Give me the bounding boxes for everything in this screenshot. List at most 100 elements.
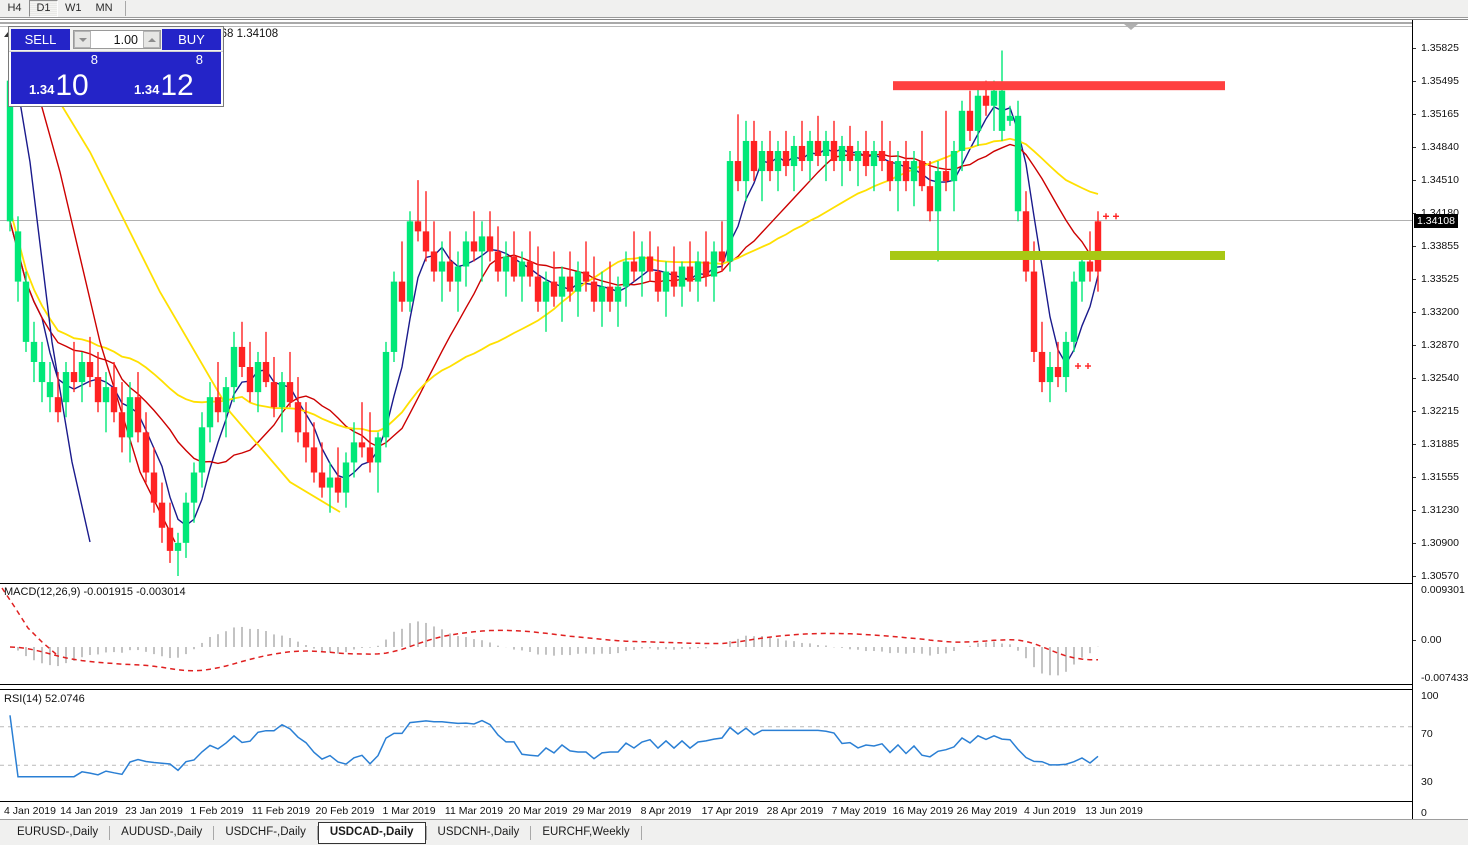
candlestick (766, 130, 774, 182)
chart-horizontal-scrollbar[interactable] (0, 20, 1412, 27)
date-axis-label: 4 Jan 2019 (4, 805, 56, 817)
candlestick (302, 402, 310, 463)
volume-decrease-button[interactable] (74, 31, 91, 48)
candlestick (734, 114, 742, 192)
one-click-trading-panel[interactable]: SELL 1.00 BUY 1.34 10 8 1.34 12 8 (8, 26, 224, 107)
chart-tab-usdcad[interactable]: USDCAD-,Daily (317, 821, 426, 844)
candlestick (326, 462, 334, 513)
candlestick (414, 180, 422, 242)
candlestick (726, 150, 734, 272)
candlestick (686, 241, 694, 292)
timeframe-button-h4[interactable]: H4 (0, 0, 29, 17)
candlestick (254, 351, 262, 413)
candlestick (918, 130, 926, 192)
sell-price-box[interactable]: 1.34 10 8 (11, 52, 116, 104)
price-axis-label: 1.32540 (1421, 372, 1459, 385)
price-axis-label: 1.33525 (1421, 273, 1459, 286)
candlestick (950, 140, 958, 212)
timeframe-button-d1[interactable]: D1 (29, 0, 58, 17)
macd-pane[interactable]: MACD(12,26,9) -0.001915 -0.003014 (0, 583, 1412, 685)
axis-tick (1413, 48, 1416, 49)
rsi-pane[interactable]: RSI(14) 52.0746 (0, 689, 1412, 801)
timeframe-button-w1[interactable]: W1 (58, 0, 89, 17)
sell-price-fraction: 8 (90, 52, 98, 67)
price-axis-label: 1.30900 (1421, 536, 1459, 549)
candlestick (1014, 100, 1022, 222)
candlestick (958, 100, 966, 172)
sell-button[interactable]: SELL (11, 29, 70, 50)
macd-axis-label: 0.00 (1421, 634, 1442, 646)
candlestick (550, 251, 558, 307)
candlestick (246, 341, 254, 403)
candlestick (1038, 321, 1046, 393)
candlestick (974, 85, 982, 146)
candlestick (454, 251, 462, 312)
axis-tick (1413, 410, 1416, 412)
candlestick (334, 447, 342, 503)
candlestick (510, 231, 518, 282)
candlestick (206, 382, 214, 443)
rsi-axis-label: 0 (1421, 807, 1427, 819)
date-axis-label: 29 Mar 2019 (572, 805, 632, 817)
tab-separator (109, 825, 111, 840)
chart-tab-usdchf[interactable]: USDCHF-,Daily (225, 825, 306, 838)
chart-tab-eurchf[interactable]: EURCHF,Weekly (542, 825, 630, 838)
sell-price-big: 10 (55, 69, 89, 103)
axis-tick (1413, 640, 1416, 641)
price-pane[interactable] (0, 42, 1412, 582)
candlestick (470, 211, 478, 262)
candlestick (270, 356, 278, 418)
candlestick (318, 442, 326, 498)
price-axis[interactable]: 1.35825 1.35495 1.35165 1.34840 1.34510 1.341… (1412, 20, 1468, 820)
chart-tab-eurusd[interactable]: EURUSD-,Daily (17, 825, 99, 838)
candlestick (654, 246, 662, 302)
candlestick (174, 532, 182, 576)
macd-canvas (1, 587, 1099, 676)
timeframe-toolbar: H4 D1 W1 MN (0, 0, 1468, 18)
axis-tick (1413, 542, 1416, 544)
candlestick (678, 261, 686, 307)
axis-tick (1413, 509, 1416, 511)
candlestick (54, 372, 62, 423)
candlestick (526, 231, 534, 287)
macd-axis-label: 0.009301 (1421, 584, 1465, 596)
candlestick (22, 271, 30, 352)
candlestick (558, 266, 566, 322)
candlestick (798, 120, 806, 172)
volume-increase-button[interactable] (143, 31, 160, 48)
timeframe-button-mn[interactable]: MN (89, 0, 120, 17)
buy-button[interactable]: BUY (162, 29, 221, 50)
candlestick (150, 447, 158, 513)
price-axis-label: 1.35825 (1421, 42, 1459, 54)
candlestick (590, 256, 598, 312)
volume-stepper[interactable]: 1.00 (73, 30, 161, 49)
candlestick (926, 161, 934, 222)
candlestick (502, 241, 510, 297)
candlestick (198, 412, 206, 488)
date-axis-label: 11 Feb 2019 (251, 805, 311, 817)
candlestick (494, 226, 502, 282)
candlestick (630, 231, 638, 282)
tab-separator (316, 825, 318, 840)
candlestick (262, 331, 270, 388)
candlestick (534, 246, 542, 312)
chart-tab-audusd[interactable]: AUDUSD-,Daily (121, 825, 203, 838)
candlestick (694, 251, 702, 302)
macd-axis-label: -0.007433 (1421, 672, 1468, 684)
candlestick (86, 336, 94, 388)
candlestick (446, 231, 454, 292)
chart-shift-marker-icon[interactable] (1124, 24, 1138, 30)
axis-tick (1413, 311, 1416, 313)
candlestick (878, 120, 886, 172)
candlestick (638, 241, 646, 297)
date-axis[interactable]: 4 Jan 2019 14 Jan 2019 23 Jan 2019 1 Feb 20… (0, 801, 1412, 820)
chart-tab-usdcnh[interactable]: USDCNH-,Daily (437, 825, 520, 838)
date-axis-label: 13 Jun 2019 (1085, 805, 1143, 817)
candlestick (134, 372, 142, 443)
volume-input[interactable]: 1.00 (113, 32, 138, 47)
buy-price-box[interactable]: 1.34 12 8 (116, 52, 221, 104)
date-axis-label: 1 Feb 2019 (190, 805, 244, 817)
axis-tick (1413, 443, 1416, 445)
date-axis-label: 16 May 2019 (892, 805, 954, 817)
